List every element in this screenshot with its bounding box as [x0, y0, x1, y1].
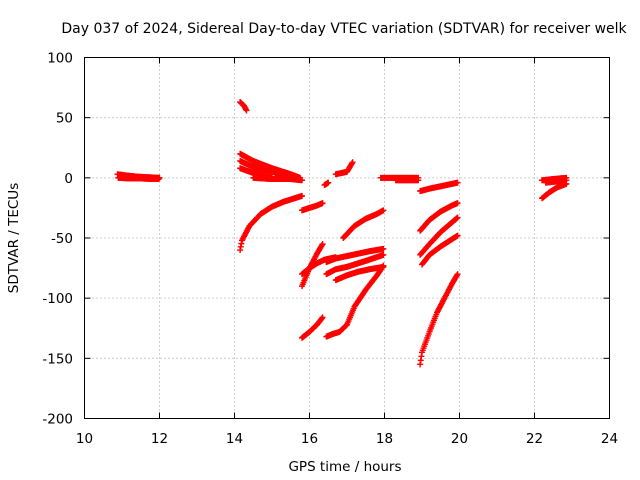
data-segment [115, 174, 162, 183]
data-segment [417, 271, 461, 368]
data-point [319, 241, 326, 248]
data-points [114, 99, 570, 368]
y-tick-label: -150 [42, 351, 73, 367]
data-segment [299, 200, 326, 214]
data-segment [237, 99, 250, 114]
data-point [299, 177, 305, 184]
data-point [348, 160, 355, 167]
data-segment [392, 177, 422, 184]
y-tick-label: 50 [56, 111, 73, 127]
x-tick-label: 18 [376, 431, 393, 447]
data-segment [419, 232, 461, 268]
data-point [243, 107, 250, 114]
data-segment [299, 241, 326, 290]
data-point [454, 232, 461, 239]
data-segment [323, 245, 387, 266]
data-point [299, 192, 305, 199]
y-tick-label: -200 [42, 412, 73, 428]
data-point [563, 177, 570, 184]
data-point [380, 251, 387, 258]
data-point [155, 176, 162, 183]
data-point [380, 245, 387, 252]
y-axis-label: SDTVAR / TECUs [6, 183, 22, 293]
x-tick-label: 22 [526, 431, 543, 447]
data-point [380, 263, 387, 270]
data-segment [332, 159, 356, 178]
data-point [319, 314, 326, 321]
axis-ticks [84, 57, 610, 419]
x-tick-label: 12 [151, 431, 168, 447]
data-segment [340, 207, 387, 241]
data-segment [323, 251, 387, 278]
data-segment [417, 214, 461, 258]
y-tick-label: -100 [42, 291, 73, 307]
data-point [318, 315, 325, 322]
x-tick-label: 10 [76, 431, 93, 447]
data-segment [332, 263, 387, 284]
data-point [454, 214, 461, 221]
data-point [318, 242, 325, 249]
data-point [325, 179, 332, 186]
data-segment [539, 180, 570, 202]
y-tick-label: 100 [47, 51, 73, 67]
data-point [454, 179, 461, 186]
data-point [319, 200, 326, 207]
data-point [380, 207, 387, 214]
x-tick-label: 24 [601, 431, 618, 447]
data-segment [321, 179, 332, 189]
grid [84, 57, 610, 419]
data-point [454, 200, 461, 207]
data-point [415, 177, 422, 184]
data-point [349, 159, 356, 166]
data-point [453, 272, 460, 279]
data-segment [542, 177, 570, 186]
x-tick-label: 16 [301, 431, 318, 447]
data-segment [417, 179, 461, 195]
y-tick-label: -50 [51, 231, 73, 247]
data-segment [237, 192, 305, 254]
data-point [454, 271, 461, 278]
data-segment [250, 174, 305, 184]
data-segment [417, 200, 461, 234]
x-axis-label: GPS time / hours [288, 459, 401, 475]
data-segment [237, 165, 275, 181]
tick-labels: 10 12 14 16 18 20 22 24 -200 -150 -100 -50 0 50 100 [42, 51, 618, 448]
x-tick-label: 20 [451, 431, 468, 447]
y-tick-label: 0 [64, 171, 73, 187]
x-tick-label: 14 [226, 431, 243, 447]
chart-title: Day 037 of 2024, Sidereal Day-to-day VTE… [61, 21, 627, 37]
data-segment [299, 314, 326, 341]
